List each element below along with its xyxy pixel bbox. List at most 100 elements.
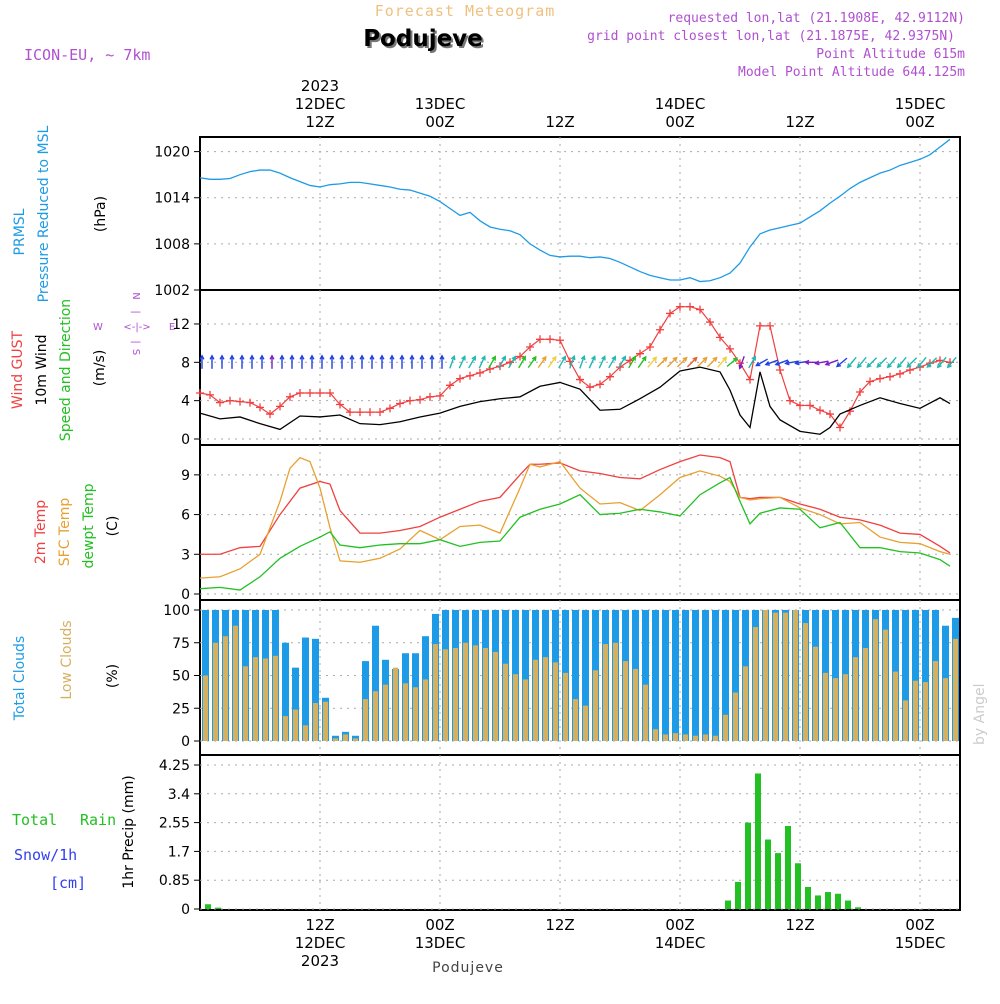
wind-arrow-head <box>551 355 557 362</box>
low-clouds-bar <box>933 661 938 741</box>
low-clouds-bar <box>623 661 628 741</box>
wind-arrow-shaft <box>756 358 768 367</box>
gust-marker <box>326 388 334 397</box>
wind-arrow-shaft <box>696 357 708 368</box>
wind-arrow <box>886 356 897 369</box>
wind-arrow <box>269 354 275 369</box>
total-clouds-bar <box>902 610 909 741</box>
wind-arrow <box>856 356 867 369</box>
temperature-panel: 0 3 6 9 <box>181 444 961 603</box>
gust-marker <box>306 388 314 397</box>
wind-arrow-head <box>835 362 842 368</box>
wind-label: 10m Wind <box>34 334 50 405</box>
wind-arrow-head <box>814 360 820 366</box>
wind-side-labels: Wind GUST 10m Wind Speed and Direction (… <box>10 292 175 441</box>
watermark: by Angel <box>972 684 988 745</box>
wind-arrow-head <box>349 354 355 360</box>
gust-marker <box>856 388 864 397</box>
low-clouds-label: Low Clouds <box>59 620 75 699</box>
low-clouds-bar <box>473 645 478 741</box>
wind-arrow <box>926 357 938 368</box>
y-tick-label: 12 <box>172 317 190 333</box>
wind-arrow <box>876 357 888 368</box>
wind-arrow-head <box>784 360 790 366</box>
y-tick-label: 6 <box>181 508 190 524</box>
wind-arrow <box>319 354 325 369</box>
wind-arrow-head <box>764 361 770 366</box>
compass-e: E <box>169 322 175 333</box>
wind-arrow <box>518 355 526 369</box>
total-clouds-bar <box>582 610 589 741</box>
y-tick-label: 9 <box>181 468 190 484</box>
wind-arrow <box>309 354 315 369</box>
wind-arrow <box>726 357 739 368</box>
rain-bar <box>835 893 841 909</box>
y-tick-label: 3 <box>181 547 190 563</box>
rain-bar <box>805 886 811 909</box>
low-clouds-bar <box>523 679 528 741</box>
gust-marker <box>266 410 274 419</box>
gust-marker <box>776 365 784 374</box>
wind-arrow-shaft <box>765 359 779 366</box>
wind-arrow <box>547 355 557 369</box>
wind-arrow-head <box>481 355 486 361</box>
low-clouds-bar <box>743 666 748 741</box>
wind-arrow <box>429 354 435 369</box>
wind-arrow <box>508 355 516 369</box>
gust-marker <box>356 408 364 417</box>
wind-arrow-head <box>652 356 658 362</box>
wind-arrow <box>637 355 647 369</box>
total-clouds-bar <box>572 610 579 741</box>
wind-arrow-head <box>662 356 668 362</box>
low-clouds-bar <box>703 734 708 741</box>
wind-arrow-shaft <box>876 357 888 368</box>
rain-bar <box>775 853 781 909</box>
wind-arrow <box>558 355 566 369</box>
low-clouds-bar <box>463 642 468 741</box>
time-label-top: 00Z <box>905 113 934 131</box>
low-clouds-bar <box>693 735 698 741</box>
total-clouds-bar <box>702 610 709 741</box>
wind-arrow-shaft <box>866 357 878 368</box>
total-clouds-bar <box>302 637 309 741</box>
low-clouds-bar <box>903 700 908 741</box>
wind-arrow <box>916 356 927 369</box>
wind-arrow-shaft <box>836 357 848 368</box>
wind-arrow-shaft <box>739 355 745 369</box>
wind-arrow-shaft <box>628 356 636 369</box>
panel-frame <box>199 754 961 911</box>
total-clouds-bar <box>662 610 669 741</box>
wind-arrow-head <box>774 361 780 366</box>
wind-arrow-head <box>249 354 255 360</box>
time-label-top: 00Z <box>665 113 694 131</box>
wind-arrow-head <box>521 355 526 361</box>
total-clouds-bar <box>682 610 689 741</box>
gust-marker <box>886 372 894 381</box>
temp-side-labels: 2m Temp SFC Temp dewpt Temp (C) <box>33 483 121 568</box>
wind-arrow-head <box>409 354 415 360</box>
low-clouds-bar <box>433 644 438 741</box>
gust-marker <box>746 375 754 384</box>
wind-arrow-head <box>209 354 215 360</box>
compass-v-top: | <box>130 310 141 313</box>
total-clouds-bar <box>522 610 529 741</box>
total-clouds-bar <box>922 610 929 741</box>
wind-arrow <box>419 354 425 369</box>
total-clouds-bar <box>712 610 719 741</box>
rain-bar <box>815 895 821 909</box>
total-clouds-bar <box>642 610 649 741</box>
gust-marker <box>586 383 594 392</box>
gust-marker <box>866 377 874 386</box>
low-clouds-bar <box>303 725 308 741</box>
wind-arrow-shaft <box>458 356 466 369</box>
gust-marker <box>756 321 764 330</box>
low-clouds-bar <box>633 668 638 741</box>
gust-marker <box>636 349 644 358</box>
temp-unit: (C) <box>105 516 121 537</box>
gust-marker <box>596 380 604 389</box>
wind-arrow <box>755 358 768 367</box>
wind-arrow <box>349 354 355 369</box>
wind-arrow-head <box>738 364 744 370</box>
gust-marker <box>346 408 354 417</box>
